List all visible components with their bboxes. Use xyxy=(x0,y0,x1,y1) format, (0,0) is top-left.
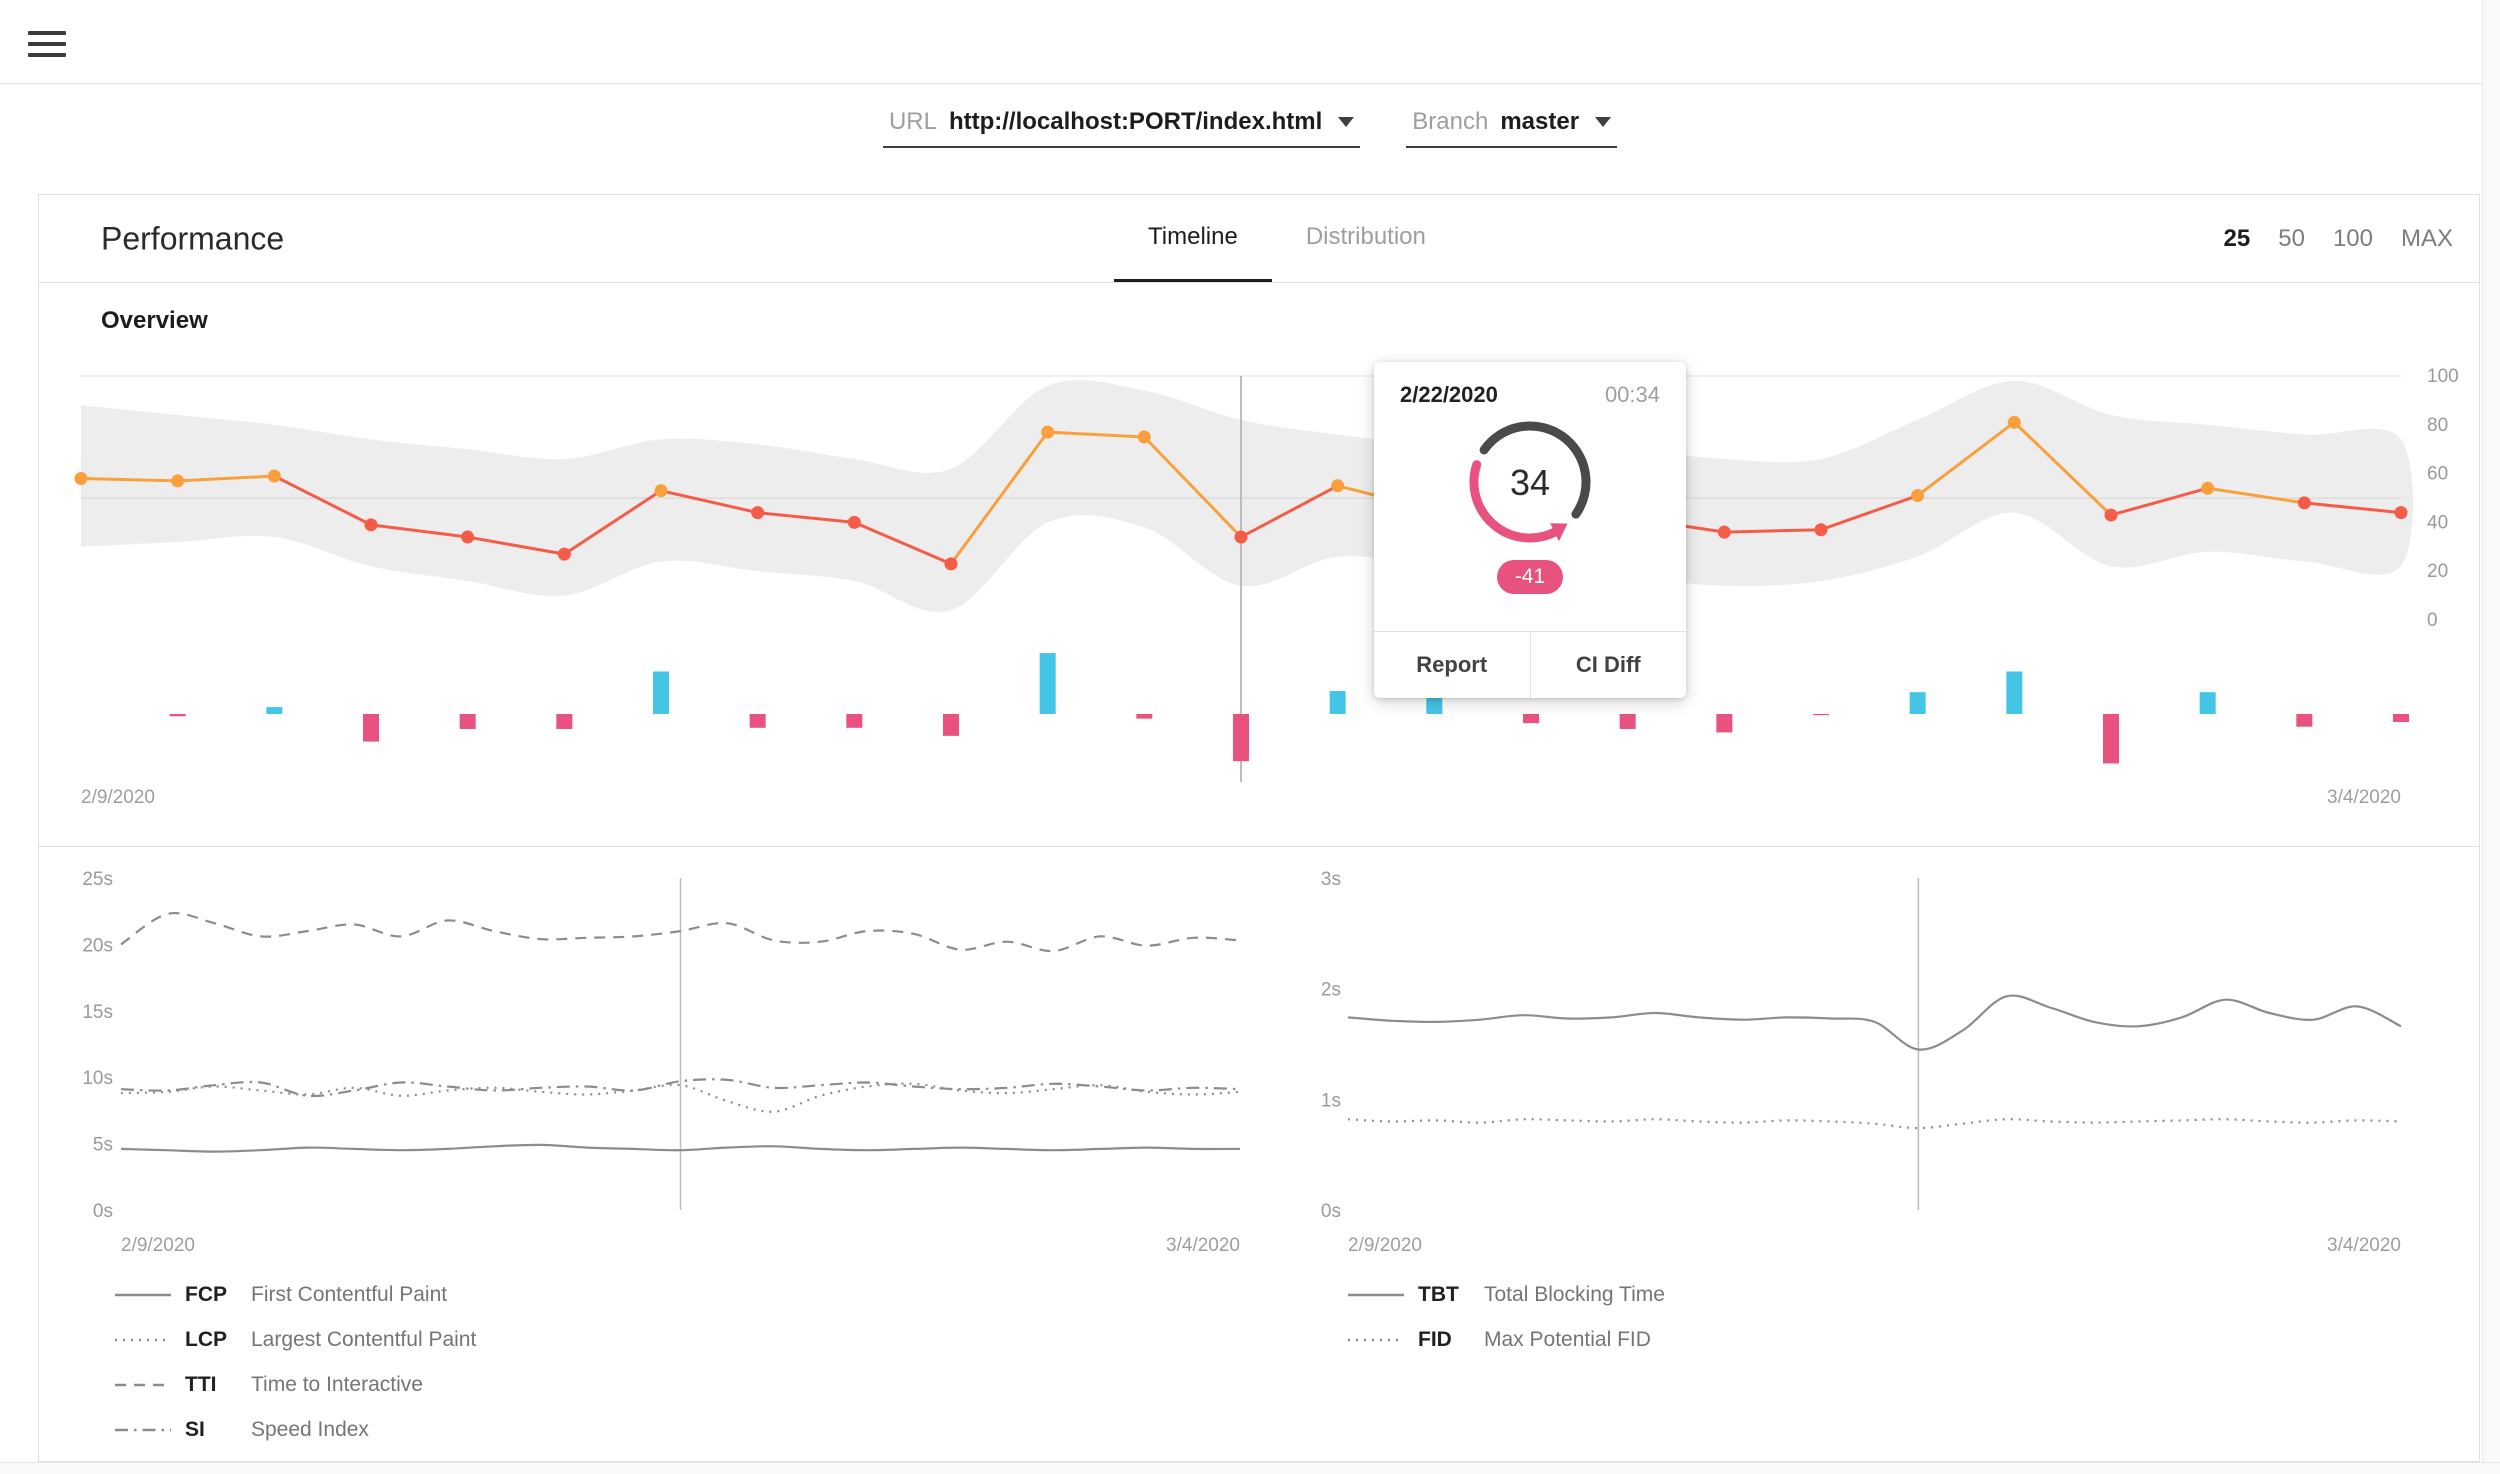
chevron-down-icon xyxy=(1595,117,1612,127)
legend-item-tbt: TBT Total Blocking Time xyxy=(1348,1272,1665,1317)
topbar xyxy=(0,0,2500,84)
ci-diff-button[interactable]: CI Diff xyxy=(1529,632,1687,698)
hamburger-icon xyxy=(28,31,68,57)
legend-abbr: LCP xyxy=(185,1327,227,1351)
url-value: http://localhost:PORT/index.html xyxy=(948,108,1323,135)
legend-abbr: SI xyxy=(185,1417,205,1441)
legend-name: Total Blocking Time xyxy=(1484,1282,1665,1306)
scrollbar-track-vertical[interactable] xyxy=(2482,0,2500,1474)
svg-text:2/9/2020: 2/9/2020 xyxy=(1348,1235,1422,1256)
branch-selector[interactable]: Branch master xyxy=(1406,102,1618,148)
legend-name: First Contentful Paint xyxy=(251,1282,448,1306)
limit-100[interactable]: 100 xyxy=(2332,224,2373,252)
legend-name: Speed Index xyxy=(251,1417,369,1441)
chevron-down-icon xyxy=(1338,117,1355,127)
tab-distribution[interactable]: Distribution xyxy=(1305,223,1426,250)
run-limit-options: 25 50 100 MAX xyxy=(2224,195,2453,282)
legend-line-sample-icon xyxy=(115,1428,171,1431)
legend-line-sample-icon xyxy=(115,1293,171,1296)
tab-timeline[interactable]: Timeline xyxy=(1114,195,1272,282)
tooltip-date: 2/22/2020 xyxy=(1400,382,1498,407)
legend-abbr: TTI xyxy=(185,1372,217,1396)
scrollbar-track-horizontal[interactable] xyxy=(0,1462,2500,1474)
tooltip-actions: Report CI Diff xyxy=(1374,631,1686,698)
legend-line-sample-icon xyxy=(1348,1338,1404,1341)
svg-text:0s: 0s xyxy=(1321,1201,1341,1222)
legend-abbr: FCP xyxy=(185,1282,227,1306)
svg-text:0s: 0s xyxy=(93,1201,113,1222)
limit-max[interactable]: MAX xyxy=(2400,224,2453,252)
legend-name: Largest Contentful Paint xyxy=(251,1327,477,1351)
tooltip-time: 00:34 xyxy=(1604,382,1660,407)
legend-item-fid: FID Max Potential FID xyxy=(1348,1317,1665,1362)
limit-50[interactable]: 50 xyxy=(2278,224,2305,252)
svg-text:2/9/2020: 2/9/2020 xyxy=(121,1235,195,1256)
paint-metrics-chart[interactable]: 25s 20s 15s 10s 5s 0s 2/9/2020 3/4/2020 xyxy=(39,861,1319,1281)
panel-title: Performance xyxy=(101,220,285,256)
svg-text:3/4/2020: 3/4/2020 xyxy=(2327,1235,2401,1256)
svg-text:3/4/2020: 3/4/2020 xyxy=(2327,787,2401,808)
score-delta-badge: -41 xyxy=(1496,560,1564,594)
overview-title: Overview xyxy=(101,307,208,334)
view-tabs: Timeline Distribution xyxy=(1114,195,1460,282)
selector-row: URL http://localhost:PORT/index.html Bra… xyxy=(0,102,2500,148)
run-tooltip: 2/22/2020 00:34 34 -41 Report CI Diff xyxy=(1374,362,1686,698)
svg-text:40: 40 xyxy=(2427,512,2448,533)
legend-item-tti: TTI Time to Interactive xyxy=(115,1362,476,1407)
report-button[interactable]: Report xyxy=(1374,632,1530,698)
svg-text:5s: 5s xyxy=(93,1135,113,1156)
svg-text:80: 80 xyxy=(2427,415,2448,436)
legend-abbr: TBT xyxy=(1418,1282,1459,1306)
svg-text:20: 20 xyxy=(2427,561,2448,582)
legend-name: Max Potential FID xyxy=(1484,1327,1651,1351)
svg-text:1s: 1s xyxy=(1321,1090,1341,1111)
svg-text:15s: 15s xyxy=(82,1002,113,1023)
branch-value: master xyxy=(1500,108,1580,135)
tooltip-header: 2/22/2020 00:34 xyxy=(1374,362,1686,408)
svg-text:2/9/2020: 2/9/2020 xyxy=(81,787,155,808)
legend-line-sample-icon xyxy=(1348,1293,1404,1296)
svg-text:60: 60 xyxy=(2427,464,2448,485)
limit-25[interactable]: 25 xyxy=(2223,224,2251,252)
legend-line-sample-icon xyxy=(115,1338,171,1341)
legend-item-fcp: FCP First Contentful Paint xyxy=(115,1272,476,1317)
branch-label: Branch xyxy=(1412,108,1489,135)
blocking-metrics-legend: TBT Total Blocking Time FID Max Potential F… xyxy=(1348,1272,1665,1362)
gauge-score-value: 34 xyxy=(1510,462,1550,503)
section-divider xyxy=(39,846,2479,847)
svg-text:10s: 10s xyxy=(82,1068,113,1089)
panel-header: Performance Timeline Distribution 25 50 … xyxy=(39,195,2479,283)
legend-name: Time to Interactive xyxy=(251,1372,423,1396)
legend-item-lcp: LCP Largest Contentful Paint xyxy=(115,1317,476,1362)
svg-text:20s: 20s xyxy=(82,935,113,956)
overview-score-chart[interactable]: 100 80 60 40 20 0 2/9/2020 3/4/2020 xyxy=(39,345,2481,845)
legend-line-sample-icon xyxy=(115,1383,171,1386)
score-gauge: 34 xyxy=(1374,410,1686,560)
legend-item-si: SI Speed Index xyxy=(115,1407,476,1452)
menu-button[interactable] xyxy=(22,18,74,66)
url-selector[interactable]: URL http://localhost:PORT/index.html xyxy=(882,102,1361,148)
svg-text:100: 100 xyxy=(2427,366,2459,387)
svg-text:0: 0 xyxy=(2427,610,2438,631)
performance-panel: Performance Timeline Distribution 25 50 … xyxy=(38,194,2480,1462)
svg-text:3s: 3s xyxy=(1321,869,1341,890)
legend-abbr: FID xyxy=(1418,1327,1452,1351)
svg-text:3/4/2020: 3/4/2020 xyxy=(1166,1235,1240,1256)
paint-metrics-legend: FCP First Contentful Paint LCP Largest Cont… xyxy=(115,1272,476,1452)
svg-text:2s: 2s xyxy=(1321,980,1341,1001)
url-label: URL xyxy=(888,108,937,135)
svg-text:25s: 25s xyxy=(82,869,113,890)
blocking-metrics-chart[interactable]: 3s 2s 1s 0s 2/9/2020 3/4/2020 xyxy=(1309,861,2461,1281)
